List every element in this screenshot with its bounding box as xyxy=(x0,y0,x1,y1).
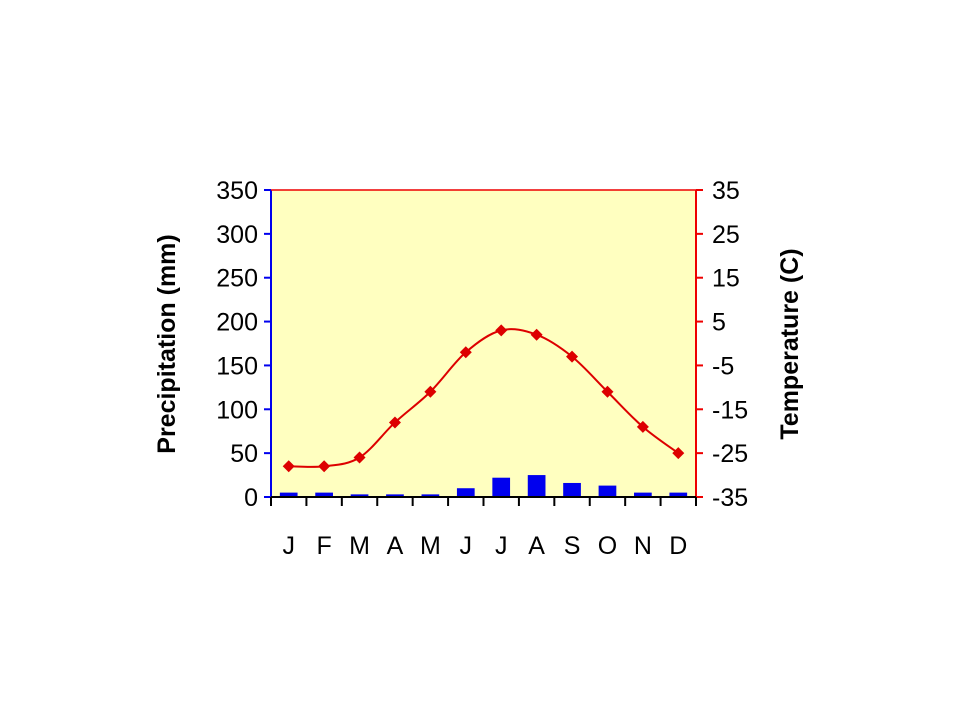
y-right-tick-label: 35 xyxy=(712,177,740,205)
axes xyxy=(264,189,703,506)
x-category-label: N xyxy=(634,532,652,560)
y-left-axis-title: Precipitation (mm) xyxy=(153,234,181,453)
y-left-tick-label: 0 xyxy=(244,484,258,512)
y-left-tick-label: 50 xyxy=(230,440,258,468)
temperature-point-7 xyxy=(495,324,508,337)
y-right-tick-label: -35 xyxy=(712,484,748,512)
temperature-point-8 xyxy=(530,328,543,341)
y-right-tick-label: 5 xyxy=(712,309,726,337)
y-left-tick-label: 100 xyxy=(216,396,258,424)
plot-area xyxy=(271,190,696,497)
y-left-tick-label: 150 xyxy=(216,352,258,380)
y-right-tick-label: -15 xyxy=(712,396,748,424)
temperature-point-10 xyxy=(601,385,614,398)
temperature-point-4 xyxy=(388,416,401,429)
precipitation-bar-6 xyxy=(456,488,475,497)
temperature-point-3 xyxy=(353,451,366,464)
precipitation-bar-8 xyxy=(527,475,546,497)
precipitation-bar-9 xyxy=(563,482,581,497)
y-left-tick-label: 350 xyxy=(216,177,258,205)
precipitation-bar-11 xyxy=(634,492,652,497)
precipitation-bars xyxy=(279,475,688,497)
x-category-label: J xyxy=(282,532,295,560)
x-category-label: J xyxy=(495,532,508,560)
x-category-label: F xyxy=(316,532,331,560)
temperature-point-11 xyxy=(636,420,649,433)
temperature-point-5 xyxy=(424,385,437,398)
y-right-tick-label: 15 xyxy=(712,265,740,293)
temperature-point-12 xyxy=(672,447,685,460)
y-left-tick-label: 250 xyxy=(216,265,258,293)
x-category-label: M xyxy=(349,532,370,560)
x-category-label: J xyxy=(460,532,473,560)
y-right-tick-label: 25 xyxy=(712,221,740,249)
temperature-line xyxy=(282,324,685,473)
precipitation-bar-2 xyxy=(315,492,333,497)
precipitation-bar-5 xyxy=(421,494,440,497)
tick-labels: 0 50 100 150 200 250 300 350 -35 -25 -15 -5 5 15 25 35 J… xyxy=(216,177,748,560)
temperature-point-9 xyxy=(566,350,579,363)
temperature-point-6 xyxy=(459,346,472,359)
precipitation-bar-3 xyxy=(350,494,369,497)
precipitation-bar-10 xyxy=(598,485,617,497)
y-right-tick-label: -5 xyxy=(712,352,734,380)
y-left-tick-label: 200 xyxy=(216,309,258,337)
y-right-tick-label: -25 xyxy=(712,440,748,468)
x-category-label: M xyxy=(420,532,441,560)
x-category-label: S xyxy=(564,532,581,560)
precipitation-bar-1 xyxy=(279,492,298,497)
x-category-label: D xyxy=(669,532,687,560)
y-left-tick-label: 300 xyxy=(216,221,258,249)
precipitation-bar-4 xyxy=(386,494,404,497)
temperature-point-1 xyxy=(282,460,295,473)
x-category-label: A xyxy=(387,532,404,560)
precipitation-bar-12 xyxy=(669,492,688,497)
x-category-label: A xyxy=(528,532,545,560)
y-right-axis-title: Temperature (C) xyxy=(776,248,804,439)
temperature-point-2 xyxy=(318,460,331,473)
x-category-label: O xyxy=(598,532,617,560)
precipitation-bar-7 xyxy=(492,477,511,497)
